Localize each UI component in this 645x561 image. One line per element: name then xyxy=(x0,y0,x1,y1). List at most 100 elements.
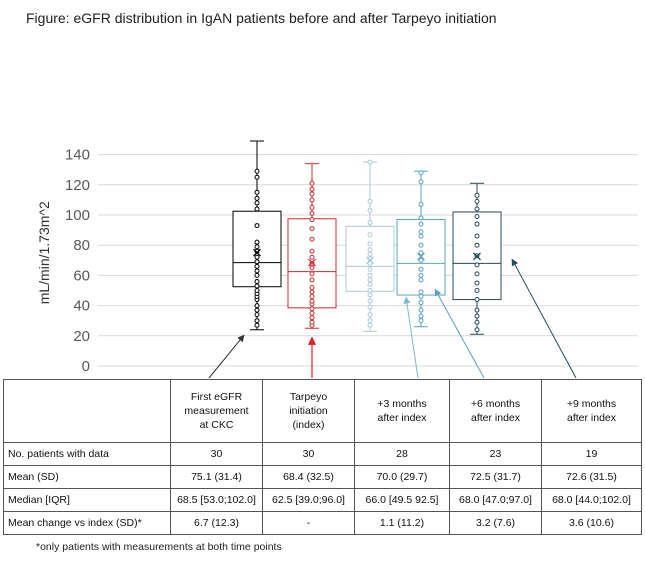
data-point xyxy=(418,250,424,256)
box-plot-chart: 0 20 40 60 80 100 120 140 mL/min/1.73m^2 xyxy=(36,140,638,379)
table-cell: 72.5 (31.7) xyxy=(449,465,542,489)
data-point xyxy=(418,170,424,176)
data-point xyxy=(254,239,260,245)
data-point xyxy=(367,220,373,226)
data-point xyxy=(254,244,260,250)
data-point xyxy=(309,217,315,223)
data-point xyxy=(254,268,260,274)
data-point xyxy=(418,229,424,235)
data-point xyxy=(367,232,373,238)
data-point xyxy=(254,322,260,328)
mean-marker xyxy=(308,258,316,267)
data-point xyxy=(474,271,480,277)
data-point xyxy=(367,251,373,257)
data-point xyxy=(418,242,424,248)
data-point xyxy=(309,226,315,232)
table-header-cell: +6 months after index xyxy=(449,379,542,443)
data-point xyxy=(418,179,424,185)
table-cell: 72.6 (31.5) xyxy=(541,465,642,489)
data-point xyxy=(254,318,260,324)
table-header-cell: First eGFR measurement at CKC xyxy=(170,379,263,443)
data-point xyxy=(309,180,315,186)
table-cell: 30 xyxy=(170,442,263,466)
data-point xyxy=(474,233,480,239)
table-header-cell: +9 months after index xyxy=(541,379,642,443)
y-tick-label: 60 xyxy=(73,267,90,284)
data-point xyxy=(309,265,315,271)
table-cell: 3.2 (7.6) xyxy=(449,511,542,535)
y-tick-label: 40 xyxy=(73,298,90,315)
data-point xyxy=(418,215,424,221)
data-point xyxy=(309,236,315,242)
data-point xyxy=(309,277,315,283)
data-point xyxy=(367,312,373,318)
data-point xyxy=(367,247,373,253)
data-point xyxy=(309,191,315,197)
data-point xyxy=(474,221,480,227)
y-tick-label: 140 xyxy=(65,147,90,164)
data-point xyxy=(367,318,373,324)
table-row: No. patients with data 30 30 28 23 19 xyxy=(3,442,642,466)
data-point xyxy=(309,248,315,254)
mean-marker xyxy=(417,252,425,261)
table-header-row: First eGFR measurement at CKC Tarpeyo initi… xyxy=(3,379,642,443)
data-point xyxy=(254,223,260,229)
y-tick-label: 100 xyxy=(65,207,90,224)
data-point xyxy=(254,195,260,201)
data-point xyxy=(474,192,480,198)
data-point xyxy=(309,197,315,203)
data-point xyxy=(367,266,373,272)
row-label: Mean change vs index (SD)* xyxy=(3,511,171,535)
data-point xyxy=(367,272,373,278)
table-cell: - xyxy=(262,511,355,535)
table-cell: 68.0 [44.0;102.0] xyxy=(541,488,642,512)
data-point xyxy=(367,288,373,293)
data-point xyxy=(254,312,260,318)
data-point xyxy=(254,272,260,278)
data-point xyxy=(254,206,260,212)
annotation-arrow xyxy=(208,334,245,379)
data-point xyxy=(474,242,480,248)
table-row: Mean (SD) 75.1 (31.4) 68.4 (32.5) 70.0 (… xyxy=(3,465,642,489)
data-point xyxy=(367,292,373,298)
summary-table: First eGFR measurement at CKC Tarpeyo initi… xyxy=(3,379,642,535)
data-point xyxy=(309,306,315,312)
y-tick-label: 120 xyxy=(65,177,90,194)
data-point xyxy=(309,271,315,277)
table-cell: 30 xyxy=(262,442,355,466)
table-cell: 75.1 (31.4) xyxy=(170,465,263,489)
data-point xyxy=(309,315,315,321)
data-point xyxy=(367,322,373,328)
data-point xyxy=(254,303,260,309)
data-point xyxy=(367,198,373,204)
data-point xyxy=(418,277,424,283)
data-point xyxy=(418,233,424,239)
annotation-arrow xyxy=(434,288,485,379)
table-row: Median [IQR] 68.5 [53.0;102.0] 62.5 [39.… xyxy=(3,488,642,512)
data-point xyxy=(474,327,480,333)
y-axis-label: mL/min/1.73m^2 xyxy=(36,201,52,304)
table-header-cell xyxy=(3,379,171,443)
table-cell: 19 xyxy=(541,442,642,466)
data-point xyxy=(254,283,260,289)
data-point xyxy=(474,198,480,204)
data-point xyxy=(367,241,373,247)
data-point xyxy=(474,297,480,303)
data-point xyxy=(367,207,373,213)
table-cell: 28 xyxy=(354,442,450,466)
data-point xyxy=(474,288,480,293)
y-tick-label: 0 xyxy=(82,358,90,375)
data-point xyxy=(254,189,260,195)
data-point xyxy=(474,313,480,319)
data-point xyxy=(474,319,480,325)
data-point xyxy=(418,300,424,306)
data-point xyxy=(418,272,424,278)
data-point xyxy=(418,313,424,319)
data-point xyxy=(309,289,315,295)
data-point xyxy=(418,294,424,300)
data-point xyxy=(367,260,373,266)
table-cell: 6.7 (12.3) xyxy=(170,511,263,535)
table-cell: 1.1 (11.2) xyxy=(354,511,450,535)
data-point xyxy=(474,307,480,313)
data-point xyxy=(474,214,480,220)
